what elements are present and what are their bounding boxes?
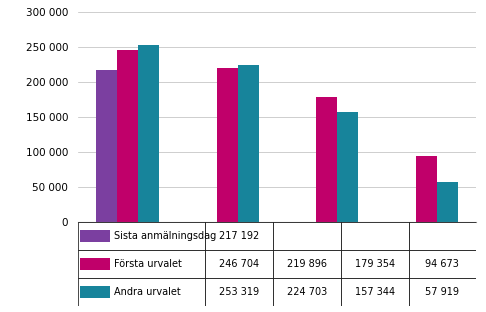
Bar [238, 65, 259, 222]
Bar [416, 156, 437, 222]
Text: Sista anmälningsdag: Sista anmälningsdag [114, 231, 216, 241]
FancyBboxPatch shape [273, 250, 341, 278]
Bar [217, 68, 238, 222]
FancyBboxPatch shape [205, 222, 273, 250]
Bar [96, 70, 117, 222]
Bar [437, 182, 458, 222]
FancyBboxPatch shape [205, 278, 273, 306]
Text: 94 673: 94 673 [425, 259, 459, 269]
Bar [80, 285, 110, 298]
FancyBboxPatch shape [341, 222, 409, 250]
FancyBboxPatch shape [78, 278, 205, 306]
Bar [138, 45, 159, 222]
FancyBboxPatch shape [205, 250, 273, 278]
FancyBboxPatch shape [409, 278, 476, 306]
Bar [80, 230, 110, 242]
Text: 217 192: 217 192 [219, 231, 260, 241]
FancyBboxPatch shape [409, 222, 476, 250]
FancyBboxPatch shape [341, 250, 409, 278]
Text: 157 344: 157 344 [355, 287, 395, 297]
Text: Första urvalet: Första urvalet [114, 259, 181, 269]
Bar [80, 258, 110, 270]
Text: 219 896: 219 896 [287, 259, 327, 269]
FancyBboxPatch shape [78, 250, 205, 278]
FancyBboxPatch shape [273, 222, 341, 250]
Text: Andra urvalet: Andra urvalet [114, 287, 180, 297]
FancyBboxPatch shape [341, 278, 409, 306]
Text: 224 703: 224 703 [287, 287, 327, 297]
Text: 57 919: 57 919 [425, 287, 459, 297]
Bar [117, 50, 138, 222]
FancyBboxPatch shape [409, 250, 476, 278]
Text: 253 319: 253 319 [219, 287, 259, 297]
Text: 246 704: 246 704 [219, 259, 259, 269]
Text: 179 354: 179 354 [355, 259, 395, 269]
Bar [316, 97, 337, 222]
Bar [337, 112, 358, 222]
FancyBboxPatch shape [78, 222, 205, 250]
FancyBboxPatch shape [273, 278, 341, 306]
